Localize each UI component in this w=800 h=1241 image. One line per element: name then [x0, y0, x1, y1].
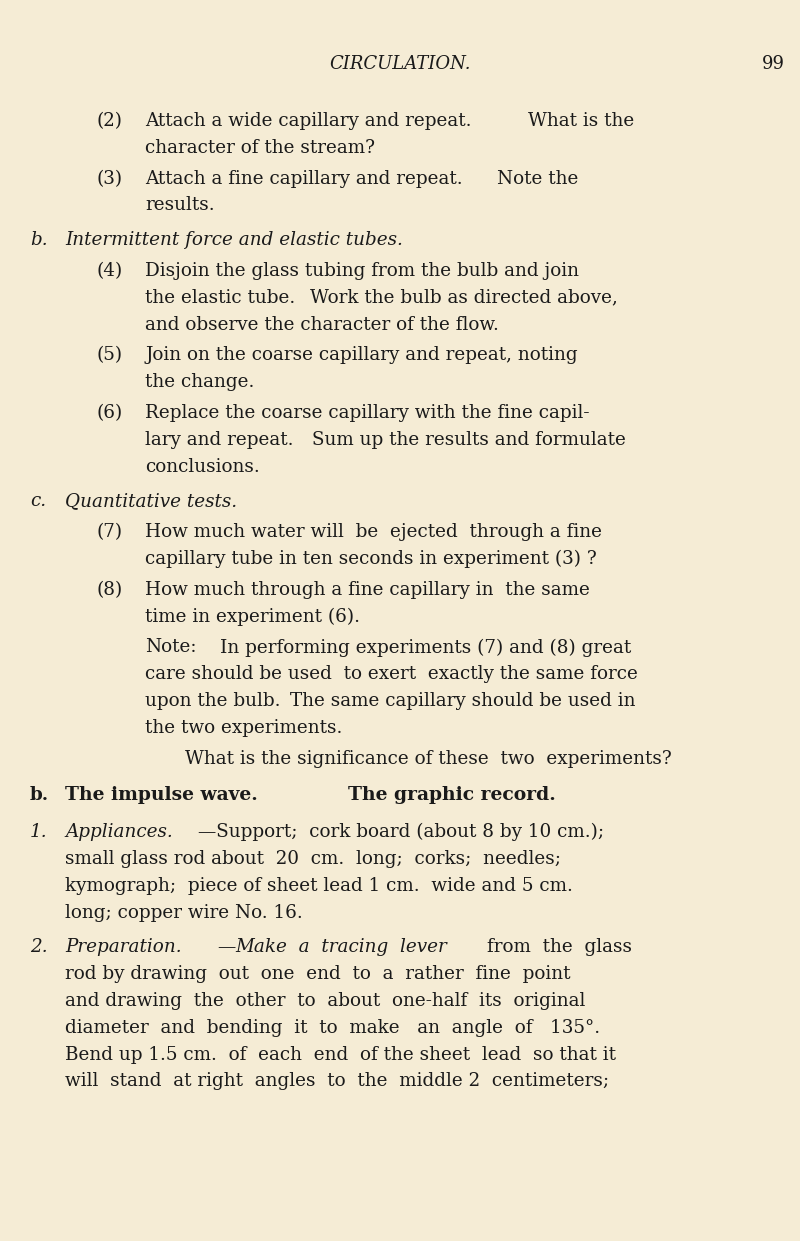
Text: results.: results. [145, 196, 214, 215]
Text: (7): (7) [96, 524, 122, 541]
Text: b.: b. [30, 231, 48, 249]
Text: (3): (3) [96, 170, 122, 187]
Text: Replace the coarse capillary with the fine capil-: Replace the coarse capillary with the fi… [145, 405, 590, 422]
Text: Appliances.: Appliances. [65, 823, 173, 841]
Text: Make  a  tracing  lever: Make a tracing lever [235, 938, 446, 957]
Text: The graphic record.: The graphic record. [348, 787, 556, 804]
Text: Note:: Note: [145, 638, 197, 656]
Text: Intermittent force and elastic tubes.: Intermittent force and elastic tubes. [65, 231, 403, 249]
Text: will  stand  at right  angles  to  the  middle 2  centimeters;: will stand at right angles to the middle… [65, 1072, 609, 1091]
Text: capillary tube in ten seconds in experiment (3) ?: capillary tube in ten seconds in experim… [145, 550, 597, 568]
Text: (5): (5) [96, 346, 122, 365]
Text: diameter  and  bending  it  to  make   an  angle  of   135°.: diameter and bending it to make an angle… [65, 1019, 600, 1036]
Text: What is the: What is the [528, 112, 634, 130]
Text: The same capillary should be used in: The same capillary should be used in [290, 692, 635, 710]
Text: Note the: Note the [497, 170, 578, 187]
Text: the two experiments.: the two experiments. [145, 719, 342, 737]
Text: Preparation.: Preparation. [65, 938, 182, 957]
Text: How much through a fine capillary in  the same: How much through a fine capillary in the… [145, 581, 590, 599]
Text: Quantitative tests.: Quantitative tests. [65, 493, 237, 510]
Text: CIRCULATION.: CIRCULATION. [330, 55, 470, 73]
Text: rod by drawing  out  one  end  to  a  rather  fine  point: rod by drawing out one end to a rather f… [65, 965, 570, 983]
Text: Sum up the results and formulate: Sum up the results and formulate [312, 431, 626, 449]
Text: What is the significance of these  two  experiments?: What is the significance of these two ex… [185, 750, 672, 768]
Text: Attach a fine capillary and repeat.: Attach a fine capillary and repeat. [145, 170, 462, 187]
Text: Join on the coarse capillary and repeat, noting: Join on the coarse capillary and repeat,… [145, 346, 578, 365]
Text: (6): (6) [96, 405, 122, 422]
Text: —: — [218, 938, 236, 957]
Text: long; copper wire No. 16.: long; copper wire No. 16. [65, 903, 302, 922]
Text: the change.: the change. [145, 374, 254, 391]
Text: Work the bulb as directed above,: Work the bulb as directed above, [310, 289, 618, 307]
Text: The impulse wave.: The impulse wave. [65, 787, 258, 804]
Text: In performing experiments (7) and (8) great: In performing experiments (7) and (8) gr… [220, 638, 631, 656]
Text: Bend up 1.5 cm.  of  each  end  of the sheet  lead  so that it: Bend up 1.5 cm. of each end of the sheet… [65, 1046, 616, 1064]
Text: conclusions.: conclusions. [145, 458, 260, 475]
Text: and drawing  the  other  to  about  one-half  its  original: and drawing the other to about one-half … [65, 992, 586, 1010]
Text: time in experiment (6).: time in experiment (6). [145, 608, 360, 625]
Text: —Support;  cork board (about 8 by 10 cm.);: —Support; cork board (about 8 by 10 cm.)… [198, 823, 604, 841]
Text: Disjoin the glass tubing from the bulb and join: Disjoin the glass tubing from the bulb a… [145, 262, 579, 280]
Text: (8): (8) [96, 581, 122, 599]
Text: Attach a wide capillary and repeat.: Attach a wide capillary and repeat. [145, 112, 471, 130]
Text: care should be used  to exert  exactly the same force: care should be used to exert exactly the… [145, 665, 638, 684]
Text: b.: b. [30, 787, 49, 804]
Text: 1.: 1. [30, 823, 48, 841]
Text: character of the stream?: character of the stream? [145, 139, 375, 156]
Text: (4): (4) [96, 262, 122, 280]
Text: lary and repeat.: lary and repeat. [145, 431, 294, 449]
Text: upon the bulb.: upon the bulb. [145, 692, 281, 710]
Text: kymograph;  piece of sheet lead 1 cm.  wide and 5 cm.: kymograph; piece of sheet lead 1 cm. wid… [65, 877, 573, 895]
Text: 2.: 2. [30, 938, 48, 957]
Text: (2): (2) [96, 112, 122, 130]
Text: 99: 99 [762, 55, 785, 73]
Text: c.: c. [30, 493, 46, 510]
Text: small glass rod about  20  cm.  long;  corks;  needles;: small glass rod about 20 cm. long; corks… [65, 850, 561, 867]
Text: from  the  glass: from the glass [487, 938, 632, 957]
Text: How much water will  be  ejected  through a fine: How much water will be ejected through a… [145, 524, 602, 541]
Text: and observe the character of the flow.: and observe the character of the flow. [145, 315, 499, 334]
Text: the elastic tube.: the elastic tube. [145, 289, 295, 307]
